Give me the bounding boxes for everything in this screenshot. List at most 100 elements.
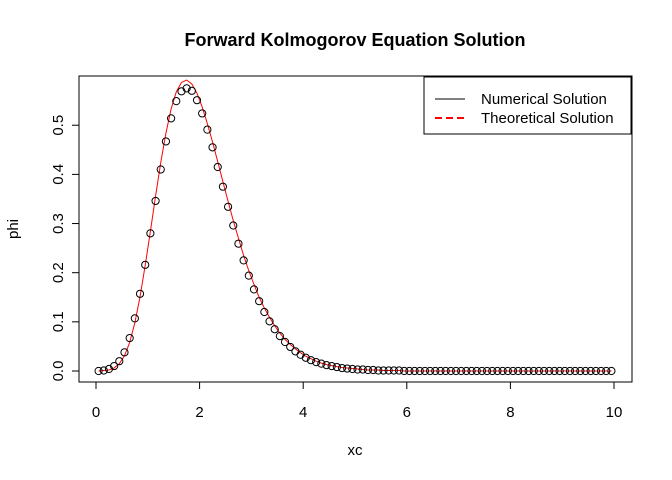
data-point (374, 366, 383, 375)
data-point (524, 366, 533, 376)
data-point (369, 365, 378, 375)
data-point (198, 109, 207, 118)
data-point (255, 297, 264, 306)
data-point (312, 358, 321, 367)
data-point (472, 366, 481, 376)
data-point (596, 366, 606, 376)
data-point (270, 325, 279, 334)
data-point (586, 366, 595, 376)
data-point (192, 96, 202, 105)
data-point (488, 366, 497, 376)
data-point (229, 221, 238, 230)
data-point (503, 366, 512, 376)
data-point (125, 333, 134, 343)
legend-label-numerical: Numerical Solution (481, 91, 607, 108)
legend: Numerical Solution Theoretical Solution (423, 76, 632, 135)
data-point (446, 366, 455, 376)
x-tick-label: 4 (299, 404, 307, 421)
data-point (275, 332, 284, 341)
data-point (99, 366, 108, 375)
data-point (234, 239, 243, 248)
data-point (529, 366, 538, 376)
data-point (363, 365, 373, 375)
data-point (462, 366, 471, 376)
data-point (602, 366, 611, 376)
data-point (431, 366, 440, 376)
data-point (353, 365, 362, 374)
data-point (607, 366, 616, 376)
data-point (571, 366, 580, 376)
y-axis: 0.0 0.1 0.2 0.3 0.4 0.5 (50, 115, 79, 381)
data-point (332, 362, 341, 372)
data-point (550, 366, 559, 376)
data-point (343, 364, 352, 373)
data-point (115, 357, 124, 366)
data-point (301, 353, 310, 362)
x-axis: 0 2 4 6 8 10 (92, 382, 623, 421)
data-point (498, 366, 507, 376)
data-point (493, 366, 502, 376)
data-point (208, 143, 217, 152)
data-point (249, 285, 259, 294)
data-point (560, 366, 569, 376)
x-tick-label: 6 (403, 404, 411, 421)
data-point (110, 361, 119, 371)
data-point (379, 366, 388, 375)
chart-title: Forward Kolmogorov Equation Solution (185, 30, 526, 50)
data-point (146, 229, 155, 238)
data-point (167, 114, 176, 123)
data-point (337, 363, 347, 373)
data-point (539, 366, 549, 376)
x-tick-label: 10 (606, 404, 623, 421)
x-axis-label: xc (348, 442, 364, 459)
y-axis-label: phi (5, 219, 22, 239)
data-point (203, 125, 212, 134)
data-point (213, 162, 222, 172)
data-point (415, 366, 424, 376)
data-point (394, 366, 404, 375)
data-point (400, 366, 409, 376)
data-point (441, 366, 450, 376)
y-tick-label: 0.3 (50, 213, 67, 234)
data-point (451, 366, 461, 376)
data-point (120, 348, 129, 357)
data-point (130, 314, 139, 323)
data-point (358, 365, 367, 374)
data-point (534, 366, 543, 376)
data-point (576, 366, 585, 376)
data-point (135, 289, 145, 298)
data-point (187, 86, 196, 95)
x-tick-label: 8 (506, 404, 514, 421)
data-point (156, 165, 165, 174)
data-point (260, 307, 269, 317)
data-point (265, 317, 274, 326)
data-point (348, 364, 357, 374)
data-point (426, 366, 435, 376)
data-point (172, 97, 181, 106)
data-point (410, 366, 419, 376)
y-tick-label: 0.1 (50, 311, 67, 332)
data-point (244, 271, 253, 280)
y-tick-label: 0.4 (50, 164, 67, 185)
data-point (405, 366, 414, 376)
data-point (151, 196, 160, 206)
data-point (545, 366, 554, 376)
data-point (389, 366, 398, 375)
data-point (286, 342, 295, 352)
data-point (161, 137, 171, 146)
data-point (94, 366, 103, 376)
data-point (306, 356, 316, 365)
theoretical-solution-line (98, 79, 612, 372)
data-point (467, 366, 476, 376)
data-point (223, 202, 233, 211)
data-point (280, 337, 290, 347)
x-tick-label: 2 (195, 404, 203, 421)
data-point (457, 366, 466, 376)
x-tick-label: 0 (92, 404, 100, 421)
legend-box (423, 76, 632, 135)
y-tick-label: 0.2 (50, 262, 67, 283)
data-point (591, 366, 600, 376)
legend-label-theoretical: Theoretical Solution (481, 110, 614, 127)
data-point (519, 366, 528, 376)
